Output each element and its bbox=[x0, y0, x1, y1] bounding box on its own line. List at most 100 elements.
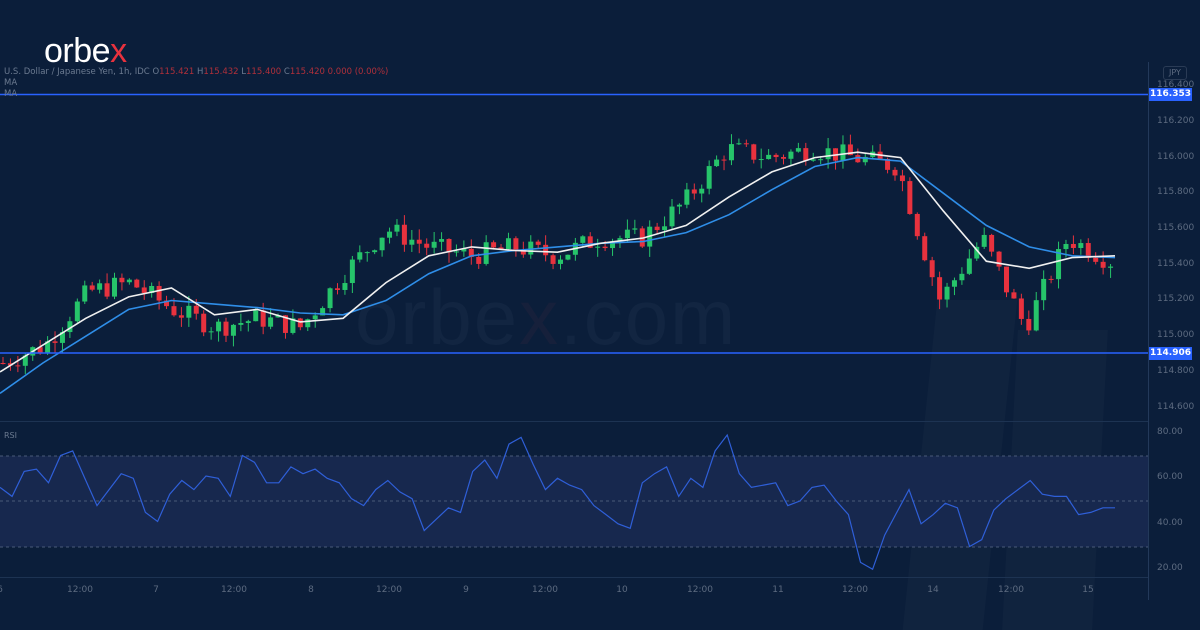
candle-down bbox=[803, 148, 809, 161]
symbol-title[interactable]: U.S. Dollar / Japanese Yen, 1h, IDC bbox=[4, 67, 150, 77]
candle-down bbox=[498, 247, 504, 250]
candle-up bbox=[558, 259, 563, 264]
candle-down bbox=[1093, 257, 1099, 262]
indicator-ma-2[interactable]: MA bbox=[4, 89, 18, 99]
time-axis-label: 12:00 bbox=[998, 585, 1024, 595]
candle-up bbox=[505, 238, 511, 250]
candle-up bbox=[1056, 249, 1062, 280]
candle-down bbox=[996, 251, 1002, 267]
candle-down bbox=[543, 244, 549, 256]
candle-up bbox=[59, 332, 65, 343]
candle-down bbox=[937, 277, 943, 300]
time-axis-label: 12:00 bbox=[687, 585, 713, 595]
high-value: 115.432 bbox=[203, 67, 239, 77]
logo-text: orbe bbox=[44, 32, 111, 70]
price-axis-label: 115.800 bbox=[1157, 187, 1195, 198]
candle-down bbox=[1048, 278, 1054, 280]
candle-down bbox=[781, 157, 786, 159]
rsi-axis-label: 20.00 bbox=[1157, 563, 1183, 574]
candle-up bbox=[342, 283, 348, 290]
candle-up bbox=[82, 285, 88, 302]
candle-up bbox=[45, 341, 51, 354]
candle-down bbox=[89, 285, 95, 290]
candle-down bbox=[535, 241, 541, 245]
candle-down bbox=[193, 305, 199, 314]
watermark-accent: x bbox=[519, 273, 561, 361]
open-value: 115.421 bbox=[159, 67, 195, 77]
time-axis-label: 8 bbox=[308, 585, 314, 595]
candle-up bbox=[431, 241, 437, 248]
rsi-indicator-label[interactable]: RSI bbox=[4, 431, 17, 440]
candle-up bbox=[320, 308, 326, 316]
candle-down bbox=[15, 365, 21, 367]
price-axis-label: 115.000 bbox=[1157, 330, 1195, 341]
candle-up bbox=[268, 317, 274, 327]
candle-down bbox=[550, 255, 556, 264]
candle-up bbox=[483, 242, 489, 264]
resistance-price-tag: 116.353 bbox=[1149, 88, 1192, 101]
rsi-axis-label: 80.00 bbox=[1157, 426, 1183, 437]
time-axis-label: 9 bbox=[463, 585, 469, 595]
candle-down bbox=[654, 226, 660, 231]
candle-up bbox=[439, 239, 445, 242]
candle-up bbox=[1078, 243, 1084, 248]
candle-up bbox=[684, 189, 690, 205]
candle-up bbox=[795, 148, 801, 152]
candle-down bbox=[721, 159, 727, 161]
candle-down bbox=[223, 321, 229, 336]
time-axis-label: 12:00 bbox=[376, 585, 402, 595]
candle-up bbox=[453, 251, 459, 253]
rsi-axis-label: 60.00 bbox=[1157, 472, 1183, 483]
time-axis-label: 15 bbox=[1082, 585, 1094, 595]
logo-accent: x bbox=[110, 32, 127, 70]
candle-up bbox=[372, 250, 378, 253]
open-label: O bbox=[152, 67, 160, 77]
candle-up bbox=[387, 231, 393, 238]
time-axis-label: 12:00 bbox=[532, 585, 558, 595]
candle-up bbox=[610, 241, 616, 249]
candle-down bbox=[1085, 243, 1091, 258]
candle-up bbox=[662, 226, 668, 231]
candle-up bbox=[706, 166, 712, 189]
price-axis-label: 114.600 bbox=[1157, 401, 1195, 412]
candle-down bbox=[416, 239, 422, 244]
candle-up bbox=[126, 279, 132, 283]
candle-down bbox=[520, 249, 526, 255]
candle-down bbox=[587, 236, 593, 248]
symbol-info-row: U.S. Dollar / Japanese Yen, 1h, IDC O115… bbox=[4, 67, 388, 78]
candle-down bbox=[171, 306, 177, 316]
candle-down bbox=[201, 313, 207, 333]
candle-up bbox=[379, 237, 385, 251]
ma-fast-line bbox=[0, 151, 1116, 373]
ma-slow-line bbox=[0, 156, 1116, 395]
candle-up bbox=[67, 321, 73, 333]
candle-down bbox=[922, 236, 928, 261]
candle-up bbox=[22, 355, 28, 366]
candle-up bbox=[409, 239, 415, 245]
candle-up bbox=[676, 204, 682, 207]
candle-up bbox=[216, 321, 222, 332]
candle-down bbox=[1018, 298, 1024, 319]
candle-up bbox=[208, 331, 214, 333]
candle-up bbox=[580, 236, 586, 243]
candle-up bbox=[818, 159, 824, 161]
rsi-band bbox=[0, 456, 1148, 547]
time-axis-label: 11 bbox=[772, 585, 784, 595]
currency-badge[interactable]: JPY bbox=[1163, 66, 1187, 80]
candle-up bbox=[74, 301, 80, 322]
candle-down bbox=[743, 143, 749, 145]
candle-down bbox=[260, 310, 266, 327]
candle-up bbox=[1063, 243, 1069, 250]
candle-down bbox=[446, 239, 452, 253]
candle-down bbox=[156, 285, 162, 301]
price-axis-label: 116.400 bbox=[1157, 80, 1195, 91]
candle-up bbox=[253, 310, 259, 322]
candle-up bbox=[312, 315, 318, 320]
candle-up bbox=[290, 318, 296, 333]
indicator-ma-1[interactable]: MA bbox=[4, 78, 18, 88]
candle-down bbox=[929, 260, 935, 278]
low-label: L bbox=[241, 67, 247, 77]
candle-up bbox=[766, 154, 772, 160]
